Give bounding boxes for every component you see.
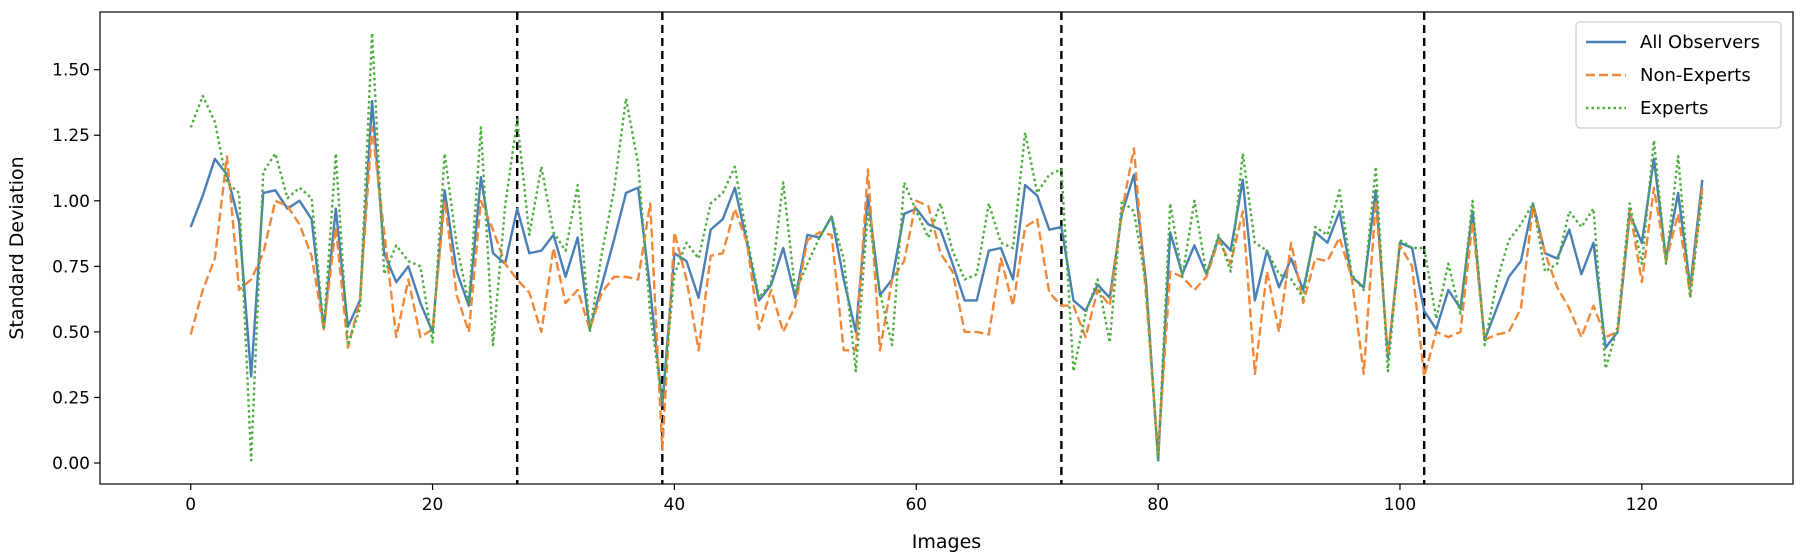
series-line-1	[189, 99, 1704, 462]
legend-label-3: Experts	[1640, 98, 1708, 119]
y-axis: 0.00 0.25 0.50 0.75 1.00 1.25 1.50	[52, 61, 100, 474]
y-tick-label: 0.25	[52, 388, 90, 408]
x-axis: 0 20 40 60 80 100 120	[185, 484, 1658, 515]
x-tick-label: 100	[1384, 495, 1416, 515]
x-tick-label: 80	[1147, 495, 1169, 515]
y-tick-label: 0.75	[52, 257, 90, 277]
series-line-3	[189, 31, 1704, 462]
series-line-2	[189, 126, 1704, 454]
series-group	[189, 31, 1704, 462]
y-tick-label: 0.50	[52, 323, 90, 343]
x-tick-label: 20	[422, 495, 444, 515]
x-tick-label: 60	[905, 495, 927, 515]
plot-frame	[99, 11, 1794, 485]
x-tick-label: 40	[664, 495, 686, 515]
y-tick-label: 1.25	[52, 126, 90, 146]
legend-label-2: Non-Experts	[1640, 65, 1751, 86]
x-tick-label: 120	[1626, 495, 1658, 515]
legend-label-1: All Observers	[1640, 32, 1760, 53]
y-tick-label: 0.00	[52, 454, 90, 474]
x-tick-label: 0	[185, 495, 196, 515]
y-axis-label: Standard Deviation	[6, 156, 28, 339]
y-tick-label: 1.50	[52, 61, 90, 81]
y-tick-label: 1.00	[52, 192, 90, 212]
x-axis-label: Images	[912, 531, 981, 553]
legend: All Observers Non-Experts Experts	[1575, 21, 1782, 129]
legend-box	[1575, 21, 1782, 129]
